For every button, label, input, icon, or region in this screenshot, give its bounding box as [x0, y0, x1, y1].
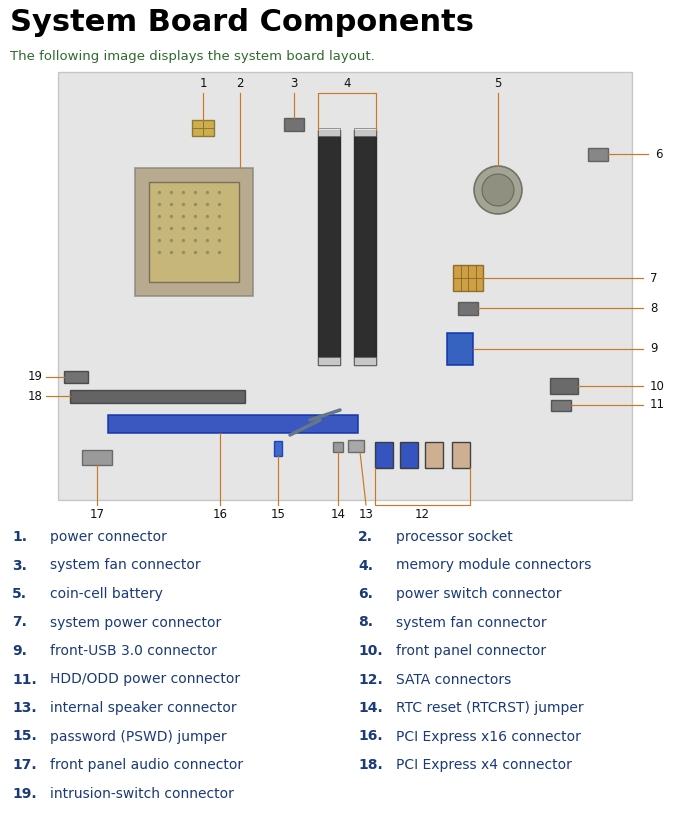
Text: 11: 11	[650, 398, 665, 411]
Text: front panel audio connector: front panel audio connector	[50, 758, 243, 772]
Text: memory module connectors: memory module connectors	[396, 558, 591, 572]
Text: 3: 3	[290, 77, 297, 90]
Text: SATA connectors: SATA connectors	[396, 672, 511, 686]
Text: internal speaker connector: internal speaker connector	[50, 701, 237, 715]
Text: 1: 1	[199, 77, 207, 90]
Text: PCI Express x4 connector: PCI Express x4 connector	[396, 758, 572, 772]
Text: system power connector: system power connector	[50, 615, 221, 629]
Bar	[588, 148, 608, 161]
Text: 8.: 8.	[358, 615, 373, 629]
Bar	[354, 128, 376, 136]
Text: 18: 18	[28, 390, 43, 402]
Bar	[452, 442, 470, 468]
Text: 17.: 17.	[12, 758, 36, 772]
Text: 3.: 3.	[12, 558, 27, 572]
Text: 8: 8	[650, 301, 658, 315]
Bar	[447, 333, 473, 365]
Bar	[400, 442, 418, 468]
Bar	[274, 441, 282, 456]
Text: 9: 9	[650, 343, 658, 355]
Text: 6.: 6.	[358, 587, 373, 601]
Bar	[318, 128, 340, 136]
Text: 7.: 7.	[12, 615, 27, 629]
Bar	[192, 120, 214, 136]
Text: 5: 5	[494, 77, 502, 90]
Text: password (PSWD) jumper: password (PSWD) jumper	[50, 729, 227, 743]
Circle shape	[482, 174, 514, 206]
Text: intrusion-switch connector: intrusion-switch connector	[50, 786, 234, 800]
Text: coin-cell battery: coin-cell battery	[50, 587, 163, 601]
Text: 19: 19	[28, 371, 43, 383]
Bar	[318, 130, 340, 365]
Text: 1.: 1.	[12, 530, 27, 544]
Bar	[425, 442, 443, 468]
Bar	[348, 440, 364, 452]
Bar	[375, 442, 393, 468]
Bar	[284, 118, 304, 131]
Text: 16: 16	[212, 508, 228, 521]
Bar	[149, 182, 239, 282]
Bar	[550, 378, 578, 394]
Text: 12.: 12.	[358, 672, 383, 686]
Text: 13.: 13.	[12, 701, 36, 715]
Text: 4: 4	[343, 77, 351, 90]
Text: processor socket: processor socket	[396, 530, 513, 544]
Text: 10: 10	[650, 379, 665, 392]
Text: system fan connector: system fan connector	[50, 558, 200, 572]
Bar	[458, 302, 478, 315]
Text: 7: 7	[650, 272, 658, 284]
Text: 11.: 11.	[12, 672, 37, 686]
Text: 13: 13	[359, 508, 373, 521]
Text: 19.: 19.	[12, 786, 36, 800]
Text: 14: 14	[330, 508, 346, 521]
Text: front panel connector: front panel connector	[396, 644, 546, 658]
Text: 18.: 18.	[358, 758, 383, 772]
Text: front-USB 3.0 connector: front-USB 3.0 connector	[50, 644, 217, 658]
Text: HDD/ODD power connector: HDD/ODD power connector	[50, 672, 240, 686]
Bar	[64, 371, 88, 383]
Bar	[58, 72, 632, 500]
Bar	[333, 442, 343, 452]
Bar	[453, 265, 483, 291]
Text: PCI Express x16 connector: PCI Express x16 connector	[396, 729, 581, 743]
Text: system fan connector: system fan connector	[396, 615, 547, 629]
Text: 10.: 10.	[358, 644, 383, 658]
Text: 12: 12	[415, 508, 429, 521]
Bar	[82, 450, 112, 465]
Text: 16.: 16.	[358, 729, 383, 743]
Text: 17: 17	[89, 508, 105, 521]
Bar	[108, 415, 358, 433]
Text: power connector: power connector	[50, 530, 167, 544]
Text: 2.: 2.	[358, 530, 373, 544]
Bar	[318, 357, 340, 365]
Text: 15: 15	[271, 508, 285, 521]
Bar	[135, 168, 253, 296]
Text: 5.: 5.	[12, 587, 27, 601]
Text: RTC reset (RTCRST) jumper: RTC reset (RTCRST) jumper	[396, 701, 584, 715]
Text: 4.: 4.	[358, 558, 373, 572]
Text: 9.: 9.	[12, 644, 27, 658]
Bar	[354, 357, 376, 365]
Bar	[354, 130, 376, 365]
Text: 15.: 15.	[12, 729, 37, 743]
Bar	[551, 400, 571, 411]
Circle shape	[474, 166, 522, 214]
Text: System Board Components: System Board Components	[10, 8, 474, 37]
Text: 6: 6	[655, 148, 662, 160]
Bar	[70, 390, 245, 403]
Text: 2: 2	[236, 77, 244, 90]
Text: The following image displays the system board layout.: The following image displays the system …	[10, 50, 375, 63]
Text: 14.: 14.	[358, 701, 383, 715]
Text: power switch connector: power switch connector	[396, 587, 561, 601]
